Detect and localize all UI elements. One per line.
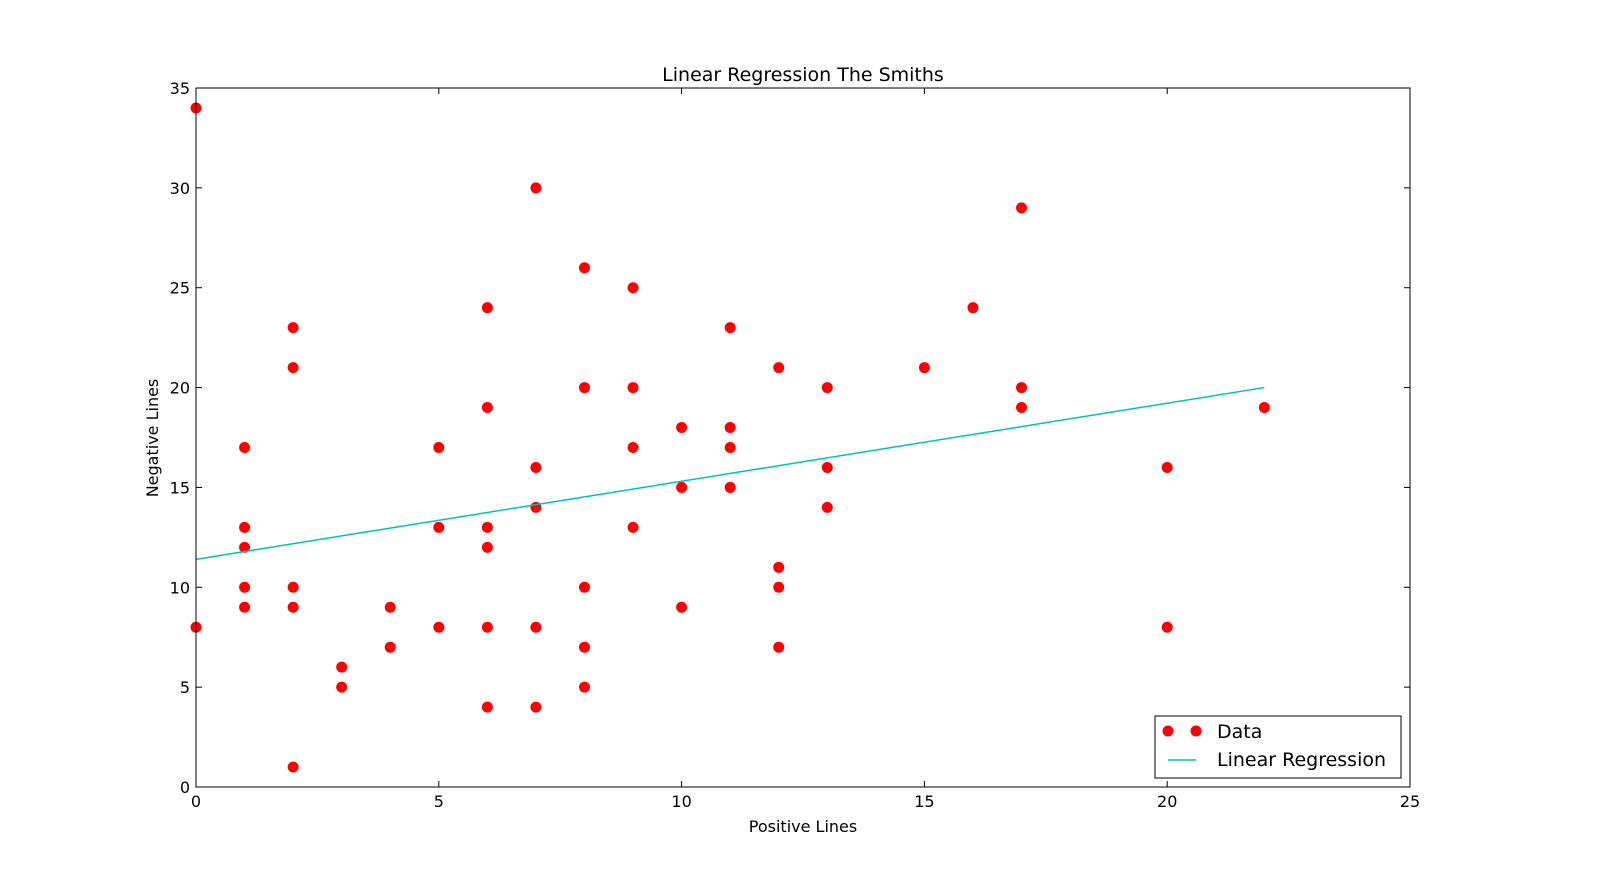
data-point [773, 362, 785, 374]
y-tick-label: 25 [170, 279, 190, 298]
data-point [433, 521, 445, 533]
data-point [1161, 621, 1173, 633]
plot-frame [195, 87, 1411, 788]
data-point [481, 402, 493, 414]
data-point [481, 541, 493, 553]
data-point [287, 581, 299, 593]
data-point [724, 481, 736, 493]
data-point [676, 601, 688, 613]
data-point [967, 302, 979, 314]
data-point [627, 282, 639, 294]
data-point [1258, 402, 1270, 414]
data-point [336, 661, 348, 673]
data-point [1016, 382, 1028, 394]
data-point [1016, 402, 1028, 414]
data-point [384, 641, 396, 653]
legend-label-linear-regression: Linear Regression [1217, 749, 1386, 771]
y-tick-label: 0 [180, 778, 190, 797]
legend-data-marker [1190, 725, 1202, 737]
data-point [578, 262, 590, 274]
data-point [530, 461, 542, 473]
chart-title: Linear Regression The Smiths [662, 64, 944, 86]
legend-label-data: Data [1217, 721, 1262, 743]
data-point [773, 641, 785, 653]
x-tick-label: 5 [434, 792, 444, 811]
y-tick-label: 35 [170, 79, 190, 98]
data-point [481, 521, 493, 533]
x-axis-label: Positive Lines [749, 817, 857, 836]
x-tick-label: 0 [191, 792, 201, 811]
data-point [627, 441, 639, 453]
data-point [287, 601, 299, 613]
data-point [287, 761, 299, 773]
data-point [481, 621, 493, 633]
data-point [287, 322, 299, 334]
data-point [239, 601, 251, 613]
data-point [239, 541, 251, 553]
x-tick-label: 20 [1157, 792, 1177, 811]
data-point [384, 601, 396, 613]
data-point [287, 362, 299, 374]
series-layer [190, 102, 1270, 773]
y-tick-label: 30 [170, 179, 190, 198]
x-tick-label: 25 [1400, 792, 1420, 811]
ticks-layer: 0 5 10 15 20 25 0 5 10 15 20 25 30 35 [170, 79, 1421, 811]
data-point [821, 382, 833, 394]
data-point [627, 382, 639, 394]
legend-data-marker [1162, 725, 1174, 737]
data-point [773, 581, 785, 593]
data-point [578, 681, 590, 693]
x-tick-label: 15 [914, 792, 934, 811]
data-point [530, 701, 542, 713]
plot-area: 0 5 10 15 20 25 0 5 10 15 20 25 30 35 [170, 79, 1421, 811]
data-point [239, 441, 251, 453]
data-point [530, 621, 542, 633]
data-point [239, 581, 251, 593]
data-point [578, 641, 590, 653]
x-tick-label: 10 [671, 792, 691, 811]
data-point [530, 182, 542, 194]
y-tick-label: 5 [180, 678, 190, 697]
data-point [918, 362, 930, 374]
y-tick-label: 20 [170, 379, 190, 398]
data-point [773, 561, 785, 573]
data-point [481, 302, 493, 314]
data-point [821, 461, 833, 473]
legend: Data Linear Regression [1154, 715, 1402, 779]
data-point [724, 441, 736, 453]
data-point [578, 581, 590, 593]
data-point [239, 521, 251, 533]
y-axis-label: Negative Lines [143, 379, 162, 498]
data-point [481, 701, 493, 713]
data-point [336, 681, 348, 693]
data-point [578, 382, 590, 394]
data-point [724, 422, 736, 434]
data-point [1161, 461, 1173, 473]
data-point [627, 521, 639, 533]
data-point [433, 621, 445, 633]
data-point [676, 422, 688, 434]
y-tick-label: 10 [170, 578, 190, 597]
data-point [1016, 202, 1028, 214]
data-point [724, 322, 736, 334]
data-point [433, 441, 445, 453]
data-point [676, 481, 688, 493]
data-point [821, 501, 833, 513]
y-tick-label: 15 [170, 478, 190, 497]
regression-line [195, 386, 1265, 561]
